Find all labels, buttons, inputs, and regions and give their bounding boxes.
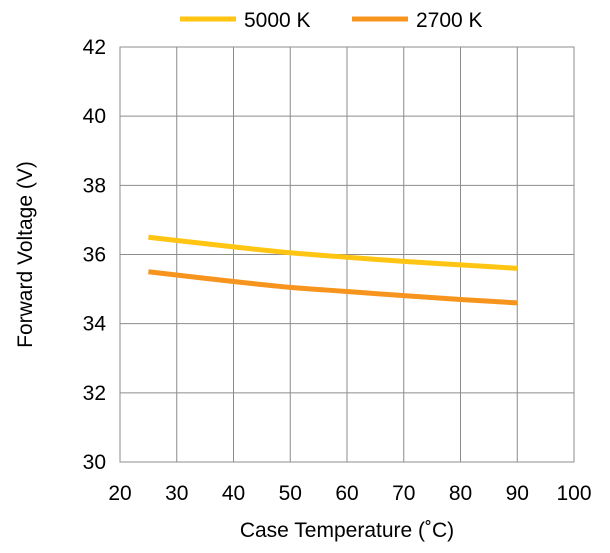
y-tick-label: 40 xyxy=(83,105,106,128)
x-axis-ticks: 20 30 40 50 60 70 80 90 100 xyxy=(108,482,591,505)
legend-label: 2700 K xyxy=(416,9,483,32)
y-tick-label: 30 xyxy=(83,451,106,474)
x-tick-label: 100 xyxy=(556,482,591,505)
y-axis-title: Forward Voltage (V) xyxy=(14,161,37,348)
x-tick-label: 70 xyxy=(392,482,415,505)
y-tick-label: 32 xyxy=(83,382,106,405)
x-tick-label: 40 xyxy=(222,482,245,505)
x-tick-label: 90 xyxy=(506,482,529,505)
grid xyxy=(119,46,575,463)
y-tick-label: 38 xyxy=(83,174,106,197)
x-tick-label: 20 xyxy=(108,482,131,505)
y-tick-label: 42 xyxy=(83,36,106,59)
x-tick-label: 50 xyxy=(279,482,302,505)
x-tick-label: 80 xyxy=(449,482,472,505)
series-line-5000k xyxy=(148,234,518,271)
y-axis-ticks: 30 32 34 36 38 40 42 xyxy=(83,36,107,474)
x-tick-label: 60 xyxy=(335,482,358,505)
plot-frame xyxy=(119,46,575,463)
legend-label: 5000 K xyxy=(244,9,311,32)
y-tick-label: 36 xyxy=(83,244,106,267)
series-layer xyxy=(148,234,518,306)
x-axis-title: Case Temperature (˚C) xyxy=(240,519,454,542)
series-line-2700k xyxy=(148,269,518,306)
y-tick-label: 34 xyxy=(83,313,107,336)
x-tick-label: 30 xyxy=(165,482,188,505)
legend: 5000 K 2700 K xyxy=(180,9,483,32)
